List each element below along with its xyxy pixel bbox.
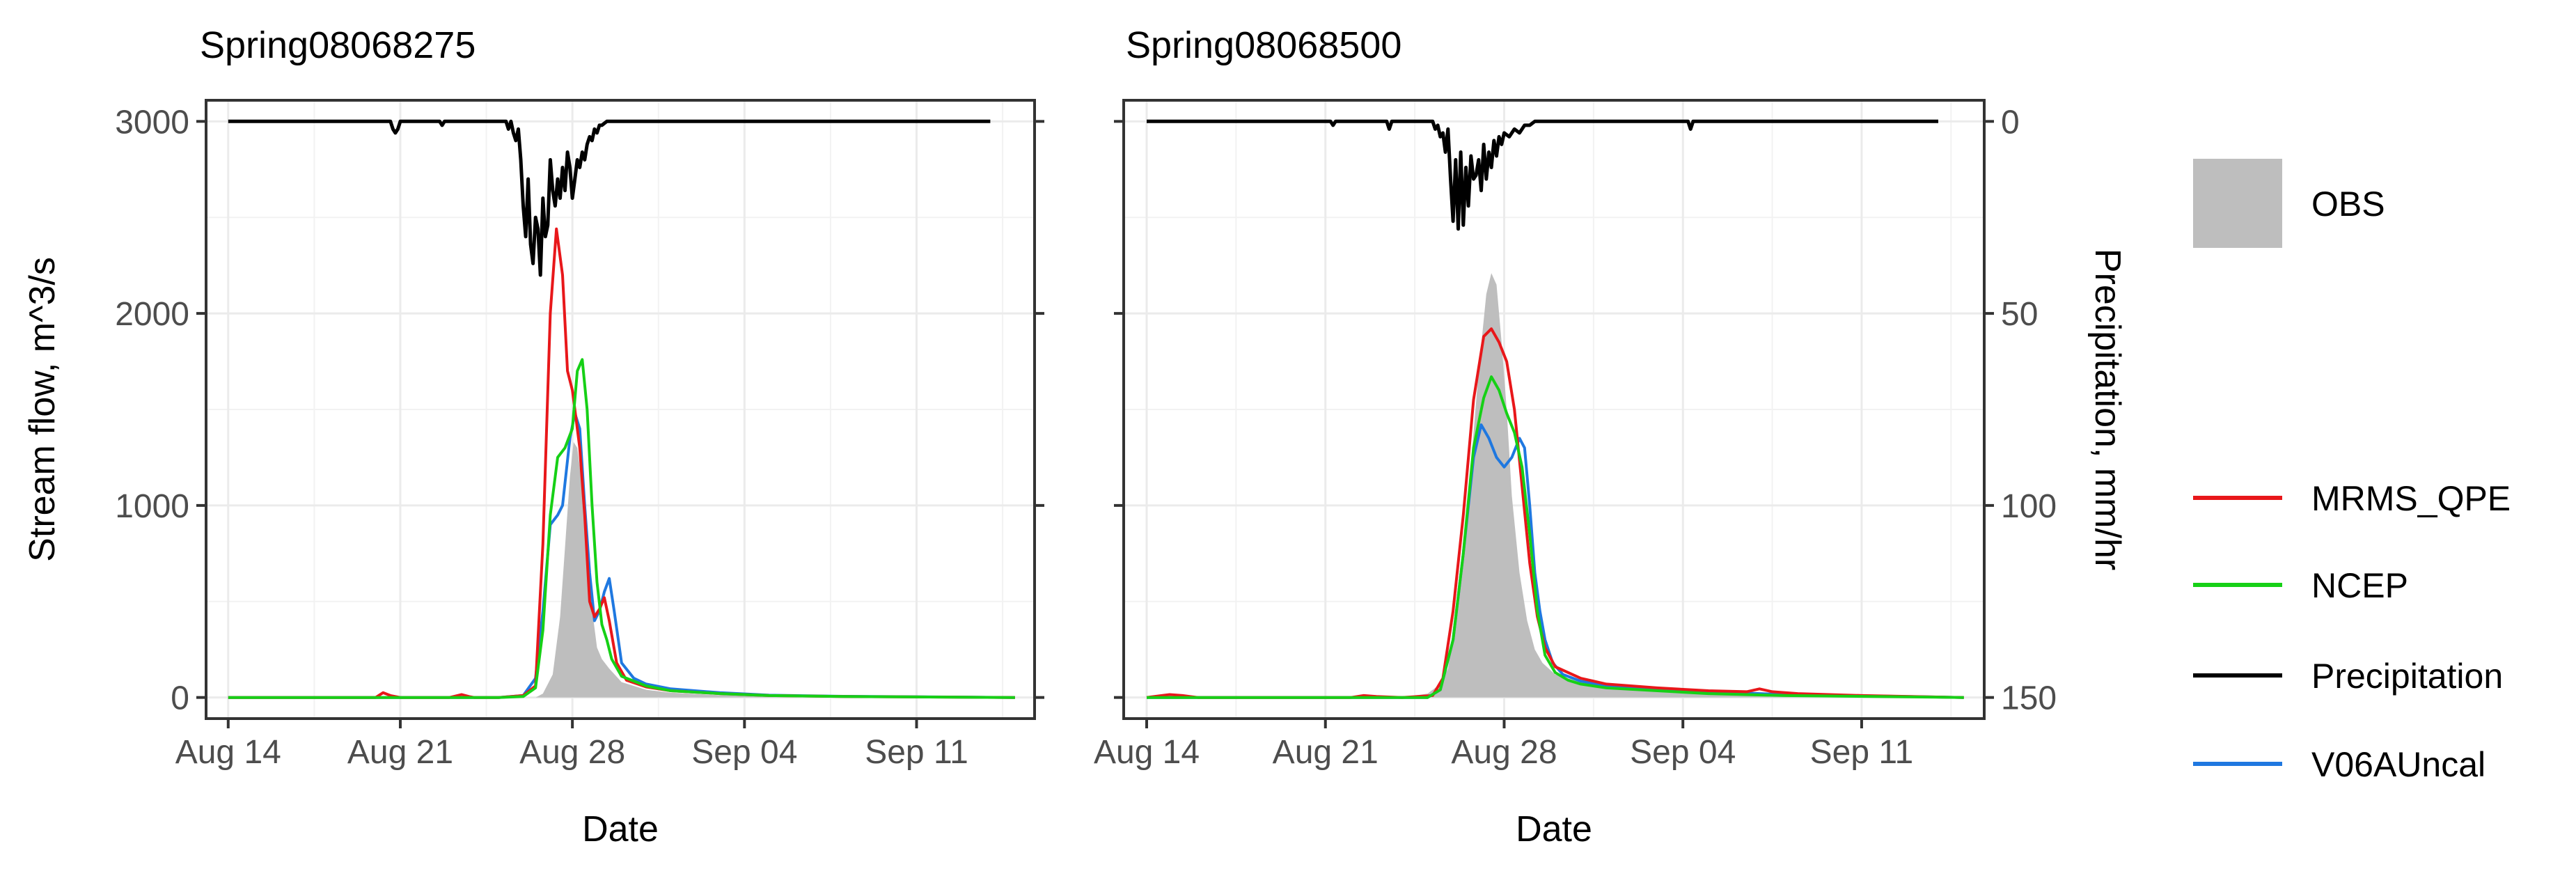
legend-item-ncep: NCEP: [2193, 566, 2408, 605]
legend: OBS MRMS_QPE NCEP Precipitation V06AUncal: [2193, 159, 2511, 784]
x-tick-label: Sep 04: [691, 734, 797, 771]
x-ticks-left: Aug 14 Aug 21 Aug 28 Sep 04 Sep 11: [175, 719, 968, 771]
x-tick-label: Aug 28: [1451, 734, 1557, 771]
y-axis-title-left: Stream flow, m^3/s: [22, 257, 63, 562]
panel-border-right: [1122, 99, 1986, 720]
x-tick-label: Sep 11: [865, 734, 968, 771]
y-axis-title-right: Precipitation, mm/hr: [2087, 249, 2128, 570]
y2-tick-label: 0: [2001, 104, 2020, 141]
x-axis-title-left: Date: [582, 809, 659, 850]
panel-title-left: Spring08068275: [200, 24, 476, 66]
ncep-line: [1147, 375, 1964, 699]
y-tick-label: 1000: [115, 488, 189, 525]
legend-label: OBS: [2311, 185, 2385, 224]
legend-label: MRMS_QPE: [2311, 479, 2511, 518]
legend-item-obs: OBS: [2193, 159, 2385, 248]
x-ticks-right: Aug 14 Aug 21 Aug 28 Sep 04 Sep 11: [1094, 719, 1913, 771]
x-tick-label: Aug 14: [175, 734, 281, 771]
series-lines-right: [1146, 119, 1964, 699]
y2-tick-label: 100: [2001, 488, 2057, 525]
legend-key-obs: [2193, 159, 2282, 248]
legend-label: V06AUncal: [2311, 745, 2485, 784]
right-ticks-left-panel: [1035, 120, 1044, 699]
x-tick-label: Sep 11: [1810, 734, 1914, 771]
x-tick-label: Aug 14: [1094, 734, 1200, 771]
panel-border-left: [205, 99, 1036, 720]
panel-left: Spring08068275 Aug 14 Aug 21 Aug 28 Sep 04 S…: [115, 24, 1044, 850]
precipitation-line: [228, 119, 991, 277]
y-tick-label: 3000: [115, 104, 189, 141]
y-ticks-left-axis: 0 1000 2000 3000: [115, 104, 206, 717]
x-tick-label: Aug 21: [347, 734, 453, 771]
precipitation-line: [1147, 119, 1938, 231]
y-tick-label: 2000: [115, 296, 189, 333]
x-tick-label: Sep 04: [1630, 734, 1736, 771]
y2-tick-label: 150: [2001, 680, 2057, 717]
y-ticks-right-axis: 0 50 100 150: [1984, 104, 2057, 717]
panel-title-right: Spring08068500: [1126, 24, 1401, 66]
legend-item-precipitation: Precipitation: [2193, 657, 2503, 696]
x-tick-label: Aug 21: [1273, 734, 1379, 771]
legend-label: NCEP: [2311, 566, 2408, 605]
legend-label: Precipitation: [2311, 657, 2503, 696]
y-tick-label: 0: [171, 680, 189, 717]
legend-item-v06auncal: V06AUncal: [2193, 745, 2485, 784]
left-ticks-right-panel: [1114, 120, 1124, 699]
x-axis-title-right: Date: [1516, 809, 1592, 850]
ncep-line: [228, 358, 1015, 699]
panel-right: Spring08068500 Aug 14 Aug 21 Aug 28 Sep 04 S…: [1094, 24, 2057, 850]
legend-item-mrms-qpe: MRMS_QPE: [2193, 479, 2511, 518]
x-tick-label: Aug 28: [519, 734, 625, 771]
series-lines-left: [228, 119, 1015, 699]
y2-tick-label: 50: [2001, 296, 2038, 333]
